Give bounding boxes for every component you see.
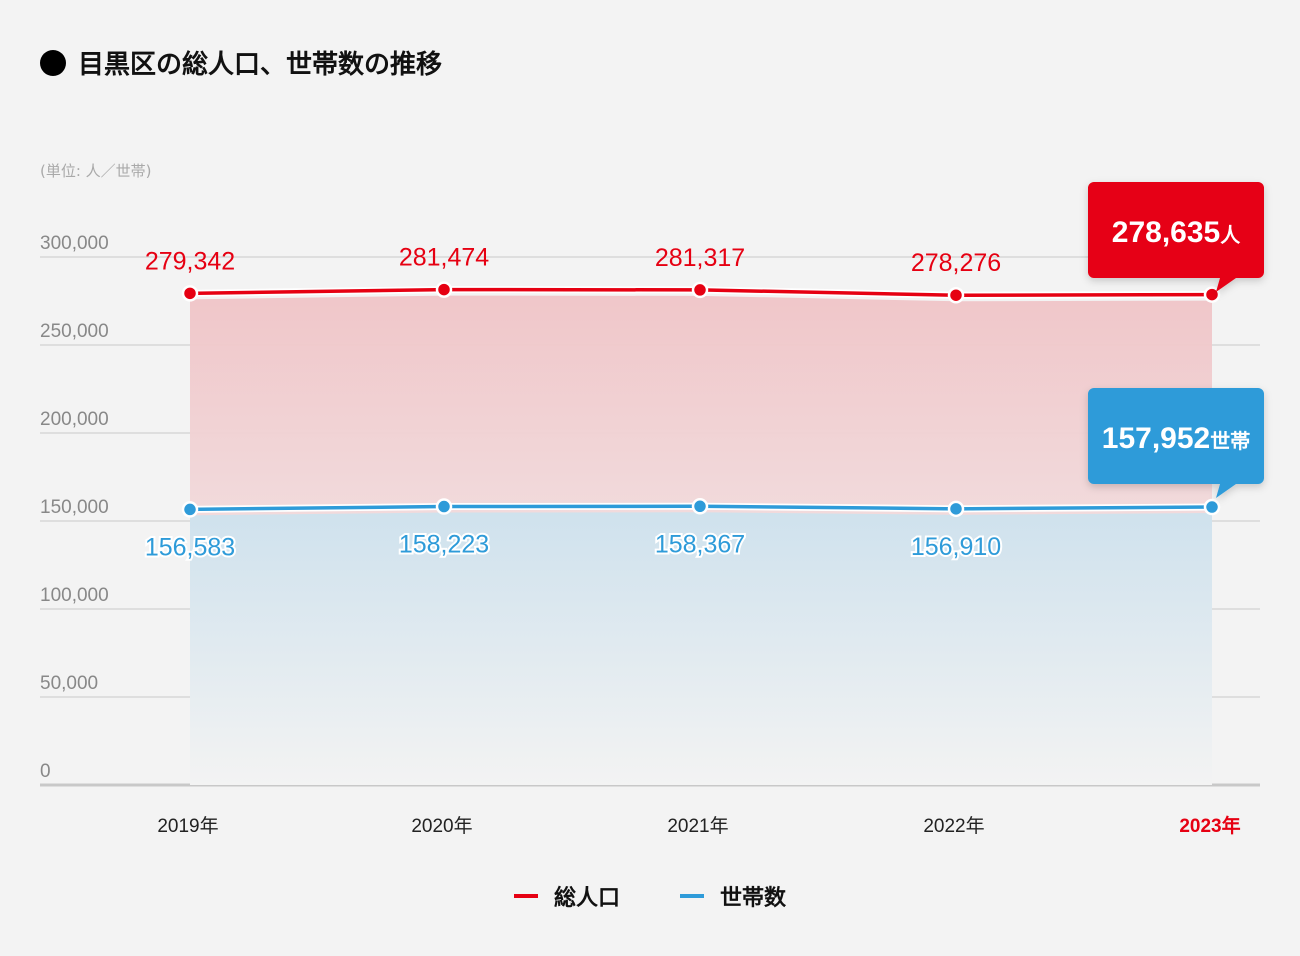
x-tick-label: 2021年 bbox=[667, 815, 728, 837]
data-label: 278,276 bbox=[911, 249, 1001, 277]
data-point bbox=[435, 498, 453, 515]
y-tick-label: 250,000 bbox=[40, 321, 109, 342]
data-point bbox=[1203, 498, 1221, 516]
callout-value: 157,952 bbox=[1102, 422, 1210, 455]
callout-text: 278,635人 bbox=[1112, 216, 1241, 249]
legend-item-households: 世帯数 bbox=[680, 880, 786, 912]
legend: 総人口 世帯数 bbox=[0, 880, 1300, 912]
callout-box bbox=[1088, 388, 1264, 498]
chart-title: 目黒区の総人口、世帯数の推移 bbox=[40, 44, 442, 81]
data-point bbox=[181, 501, 199, 518]
callout-text: 157,952世帯 bbox=[1102, 422, 1250, 455]
data-label: 156,910 bbox=[911, 533, 1001, 561]
callout-1 bbox=[1088, 388, 1264, 498]
bullet-icon bbox=[40, 49, 66, 76]
data-point bbox=[181, 285, 199, 302]
area-fill-1 bbox=[190, 512, 1212, 785]
x-tick-label: 2022年 bbox=[923, 815, 984, 837]
y-tick-label: 100,000 bbox=[40, 585, 109, 606]
legend-item-population: 総人口 bbox=[513, 880, 620, 912]
data-label: 156,583 bbox=[145, 533, 235, 561]
x-tick-label: 2020年 bbox=[411, 815, 472, 837]
data-label: 281,474 bbox=[399, 244, 489, 272]
callout-0 bbox=[1088, 182, 1264, 292]
callout-unit: 人 bbox=[1220, 224, 1241, 247]
data-point bbox=[947, 500, 965, 518]
y-tick-label: 50,000 bbox=[40, 673, 98, 694]
legend-swatch-blue bbox=[680, 894, 704, 898]
data-label: 281,317 bbox=[655, 244, 745, 272]
callout-box bbox=[1088, 182, 1264, 292]
data-point bbox=[691, 281, 709, 299]
data-point bbox=[1203, 286, 1221, 303]
data-point bbox=[691, 498, 709, 515]
data-point bbox=[435, 281, 453, 298]
legend-label: 世帯数 bbox=[720, 886, 787, 911]
x-tick-label: 2023年 bbox=[1179, 814, 1240, 837]
y-tick-label: 150,000 bbox=[40, 497, 109, 518]
legend-swatch-red bbox=[513, 894, 538, 898]
data-label: 158,223 bbox=[399, 531, 489, 559]
callout-value: 278,635 bbox=[1112, 216, 1220, 249]
chart-title-text: 目黒区の総人口、世帯数の推移 bbox=[78, 50, 443, 80]
y-tick-label: 200,000 bbox=[40, 409, 109, 430]
data-label: 158,367 bbox=[655, 530, 745, 558]
legend-label: 総人口 bbox=[553, 886, 620, 911]
data-label: 279,342 bbox=[145, 247, 235, 275]
unit-label: (単位: 人／世帯) bbox=[40, 162, 152, 180]
callout-unit: 世帯 bbox=[1210, 430, 1250, 453]
y-tick-label: 0 bbox=[40, 761, 51, 782]
x-tick-label: 2019年 bbox=[157, 815, 218, 837]
data-point bbox=[947, 286, 965, 304]
y-tick-label: 300,000 bbox=[40, 233, 109, 254]
